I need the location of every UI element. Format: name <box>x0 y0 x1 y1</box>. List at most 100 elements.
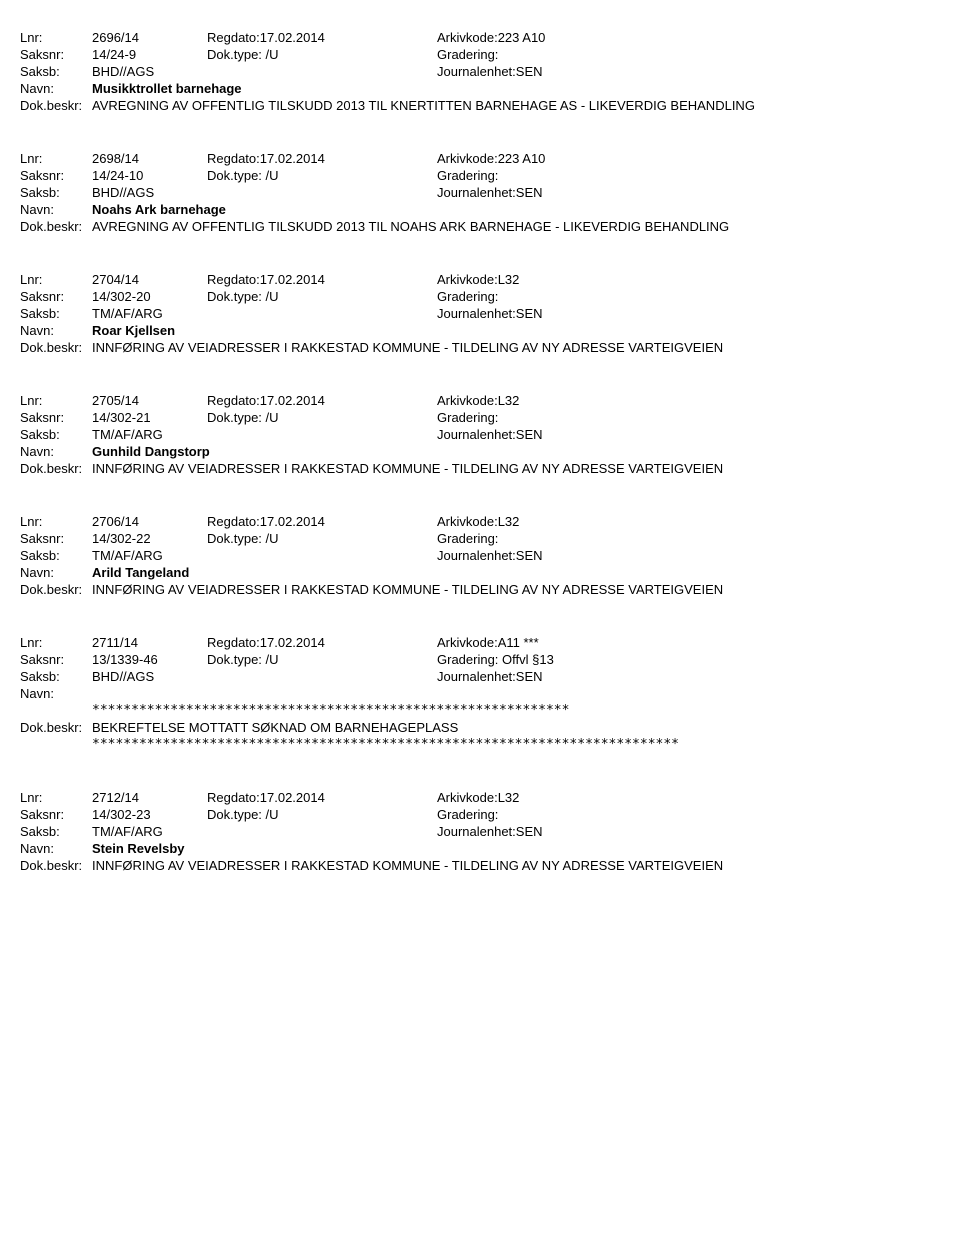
saksb-label: Saksb: <box>20 427 92 442</box>
gradering-value: Gradering: <box>437 410 940 425</box>
saksb-value: TM/AF/ARG <box>92 427 207 442</box>
lnr-value: 2704/14 <box>92 272 207 287</box>
navn-label: Navn: <box>20 841 92 856</box>
dokbeskr-label: Dok.beskr: <box>20 461 92 476</box>
spacer <box>207 427 437 442</box>
lnr-label: Lnr: <box>20 790 92 805</box>
lnr-value: 2706/14 <box>92 514 207 529</box>
gradering-value: Gradering: <box>437 531 940 546</box>
dokbeskr-value: BEKREFTELSE MOTTATT SØKNAD OM BARNEHAGEP… <box>92 720 940 735</box>
arkivkode-value: Arkivkode:223 A10 <box>437 151 940 166</box>
saksb-label: Saksb: <box>20 669 92 684</box>
dokbeskr-label: Dok.beskr: <box>20 340 92 355</box>
journalenhet-value: Journalenhet:SEN <box>437 64 940 79</box>
dokbeskr-label: Dok.beskr: <box>20 582 92 597</box>
dokbeskr-value: AVREGNING AV OFFENTLIG TILSKUDD 2013 TIL… <box>92 98 940 113</box>
navn-label: Navn: <box>20 686 92 701</box>
regdato-value: Regdato:17.02.2014 <box>207 30 437 45</box>
spacer <box>207 64 437 79</box>
navn-value: Noahs Ark barnehage <box>92 202 226 217</box>
journal-entry: Lnr:2705/14Regdato:17.02.2014Arkivkode:L… <box>20 393 940 476</box>
regdato-value: Regdato:17.02.2014 <box>207 790 437 805</box>
saksb-value: TM/AF/ARG <box>92 824 207 839</box>
saksb-value: TM/AF/ARG <box>92 306 207 321</box>
regdato-value: Regdato:17.02.2014 <box>207 151 437 166</box>
spacer <box>207 185 437 200</box>
navn-label: Navn: <box>20 565 92 580</box>
saksnr-label: Saksnr: <box>20 410 92 425</box>
dokbeskr-value: INNFØRING AV VEIADRESSER I RAKKESTAD KOM… <box>92 858 940 873</box>
journalenhet-value: Journalenhet:SEN <box>437 185 940 200</box>
spacer <box>207 824 437 839</box>
lnr-value: 2712/14 <box>92 790 207 805</box>
regdato-value: Regdato:17.02.2014 <box>207 272 437 287</box>
lnr-label: Lnr: <box>20 272 92 287</box>
arkivkode-value: Arkivkode:A11 *** <box>437 635 940 650</box>
navn-label: Navn: <box>20 444 92 459</box>
dokbeskr-label: Dok.beskr: <box>20 219 92 234</box>
saksnr-value: 14/302-20 <box>92 289 207 304</box>
saksb-label: Saksb: <box>20 306 92 321</box>
journalenhet-value: Journalenhet:SEN <box>437 669 940 684</box>
spacer <box>207 548 437 563</box>
navn-value: Gunhild Dangstorp <box>92 444 210 459</box>
navn-label: Navn: <box>20 81 92 96</box>
journal-entry: Lnr:2712/14Regdato:17.02.2014Arkivkode:L… <box>20 790 940 873</box>
lnr-value: 2705/14 <box>92 393 207 408</box>
saksnr-value: 14/24-9 <box>92 47 207 62</box>
journal-entry: Lnr:2706/14Regdato:17.02.2014Arkivkode:L… <box>20 514 940 597</box>
saksnr-label: Saksnr: <box>20 168 92 183</box>
saksb-value: TM/AF/ARG <box>92 548 207 563</box>
saksb-label: Saksb: <box>20 185 92 200</box>
gradering-value: Gradering: <box>437 168 940 183</box>
arkivkode-value: Arkivkode:L32 <box>437 393 940 408</box>
saksnr-label: Saksnr: <box>20 531 92 546</box>
journal-entry: Lnr:2704/14Regdato:17.02.2014Arkivkode:L… <box>20 272 940 355</box>
gradering-value: Gradering: Offvl §13 <box>437 652 940 667</box>
doktype-value: Dok.type: /U <box>207 47 437 62</box>
gradering-value: Gradering: <box>437 807 940 822</box>
saksnr-value: 14/302-22 <box>92 531 207 546</box>
journal-entry: Lnr:2696/14Regdato:17.02.2014Arkivkode:2… <box>20 30 940 113</box>
spacer <box>207 306 437 321</box>
entries-list: Lnr:2696/14Regdato:17.02.2014Arkivkode:2… <box>20 30 940 873</box>
lnr-label: Lnr: <box>20 635 92 650</box>
saksb-label: Saksb: <box>20 548 92 563</box>
journal-entry: Lnr:2711/14Regdato:17.02.2014Arkivkode:A… <box>20 635 940 752</box>
lnr-label: Lnr: <box>20 393 92 408</box>
dokbeskr-label: Dok.beskr: <box>20 720 92 735</box>
saksnr-label: Saksnr: <box>20 652 92 667</box>
saksnr-value: 13/1339-46 <box>92 652 207 667</box>
doktype-value: Dok.type: /U <box>207 410 437 425</box>
doktype-value: Dok.type: /U <box>207 807 437 822</box>
saksb-label: Saksb: <box>20 64 92 79</box>
navn-label: Navn: <box>20 202 92 217</box>
saksb-value: BHD//AGS <box>92 64 207 79</box>
dokbeskr-value: AVREGNING AV OFFENTLIG TILSKUDD 2013 TIL… <box>92 219 940 234</box>
lnr-value: 2696/14 <box>92 30 207 45</box>
saksb-value: BHD//AGS <box>92 185 207 200</box>
journalenhet-value: Journalenhet:SEN <box>437 427 940 442</box>
journal-entry: Lnr:2698/14Regdato:17.02.2014Arkivkode:2… <box>20 151 940 234</box>
doktype-value: Dok.type: /U <box>207 289 437 304</box>
regdato-value: Regdato:17.02.2014 <box>207 393 437 408</box>
journalenhet-value: Journalenhet:SEN <box>437 548 940 563</box>
arkivkode-value: Arkivkode:L32 <box>437 272 940 287</box>
saksnr-value: 14/24-10 <box>92 168 207 183</box>
gradering-value: Gradering: <box>437 47 940 62</box>
lnr-value: 2711/14 <box>92 635 207 650</box>
dokbeskr-value: INNFØRING AV VEIADRESSER I RAKKESTAD KOM… <box>92 582 940 597</box>
saksnr-label: Saksnr: <box>20 47 92 62</box>
navn-label: Navn: <box>20 323 92 338</box>
doktype-value: Dok.type: /U <box>207 168 437 183</box>
saksnr-label: Saksnr: <box>20 807 92 822</box>
saksnr-value: 14/302-23 <box>92 807 207 822</box>
saksnr-label: Saksnr: <box>20 289 92 304</box>
saksb-label: Saksb: <box>20 824 92 839</box>
doktype-value: Dok.type: /U <box>207 652 437 667</box>
lnr-value: 2698/14 <box>92 151 207 166</box>
journalenhet-value: Journalenhet:SEN <box>437 824 940 839</box>
arkivkode-value: Arkivkode:223 A10 <box>437 30 940 45</box>
arkivkode-value: Arkivkode:L32 <box>437 790 940 805</box>
dokbeskr-label: Dok.beskr: <box>20 98 92 113</box>
